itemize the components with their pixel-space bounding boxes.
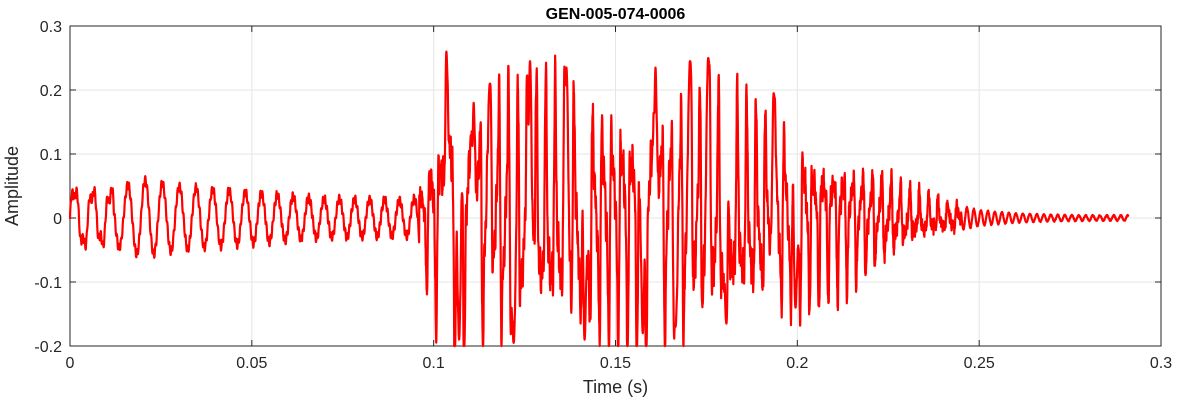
x-axis-label: Time (s) bbox=[583, 377, 648, 397]
y-tick-label: 0.2 bbox=[40, 83, 62, 100]
x-tick-label: 0.3 bbox=[1150, 355, 1172, 372]
x-tick-label: 0.15 bbox=[600, 355, 631, 372]
axis-ticks: 0 0.05 0.1 0.15 0.2 0.25 0.3 -0.2 -0.1 0 0.1 0.2 0.3 bbox=[34, 19, 1172, 372]
y-tick-label: 0.1 bbox=[40, 147, 62, 164]
chart-title: GEN-005-074-0006 bbox=[546, 6, 686, 23]
x-tick-label: 0.2 bbox=[786, 355, 808, 372]
x-tick-label: 0.25 bbox=[964, 355, 995, 372]
amplitude-series-line bbox=[68, 50, 1130, 348]
y-tick-label: 0.3 bbox=[40, 19, 62, 36]
x-tick-label: 0 bbox=[66, 355, 75, 372]
y-tick-label: 0 bbox=[53, 211, 62, 228]
x-tick-label: 0.1 bbox=[423, 355, 445, 372]
x-tick-label: 0.05 bbox=[236, 355, 267, 372]
y-tick-label: -0.2 bbox=[34, 339, 62, 356]
y-tick-label: -0.1 bbox=[34, 275, 62, 292]
y-axis-label: Amplitude bbox=[2, 146, 22, 226]
